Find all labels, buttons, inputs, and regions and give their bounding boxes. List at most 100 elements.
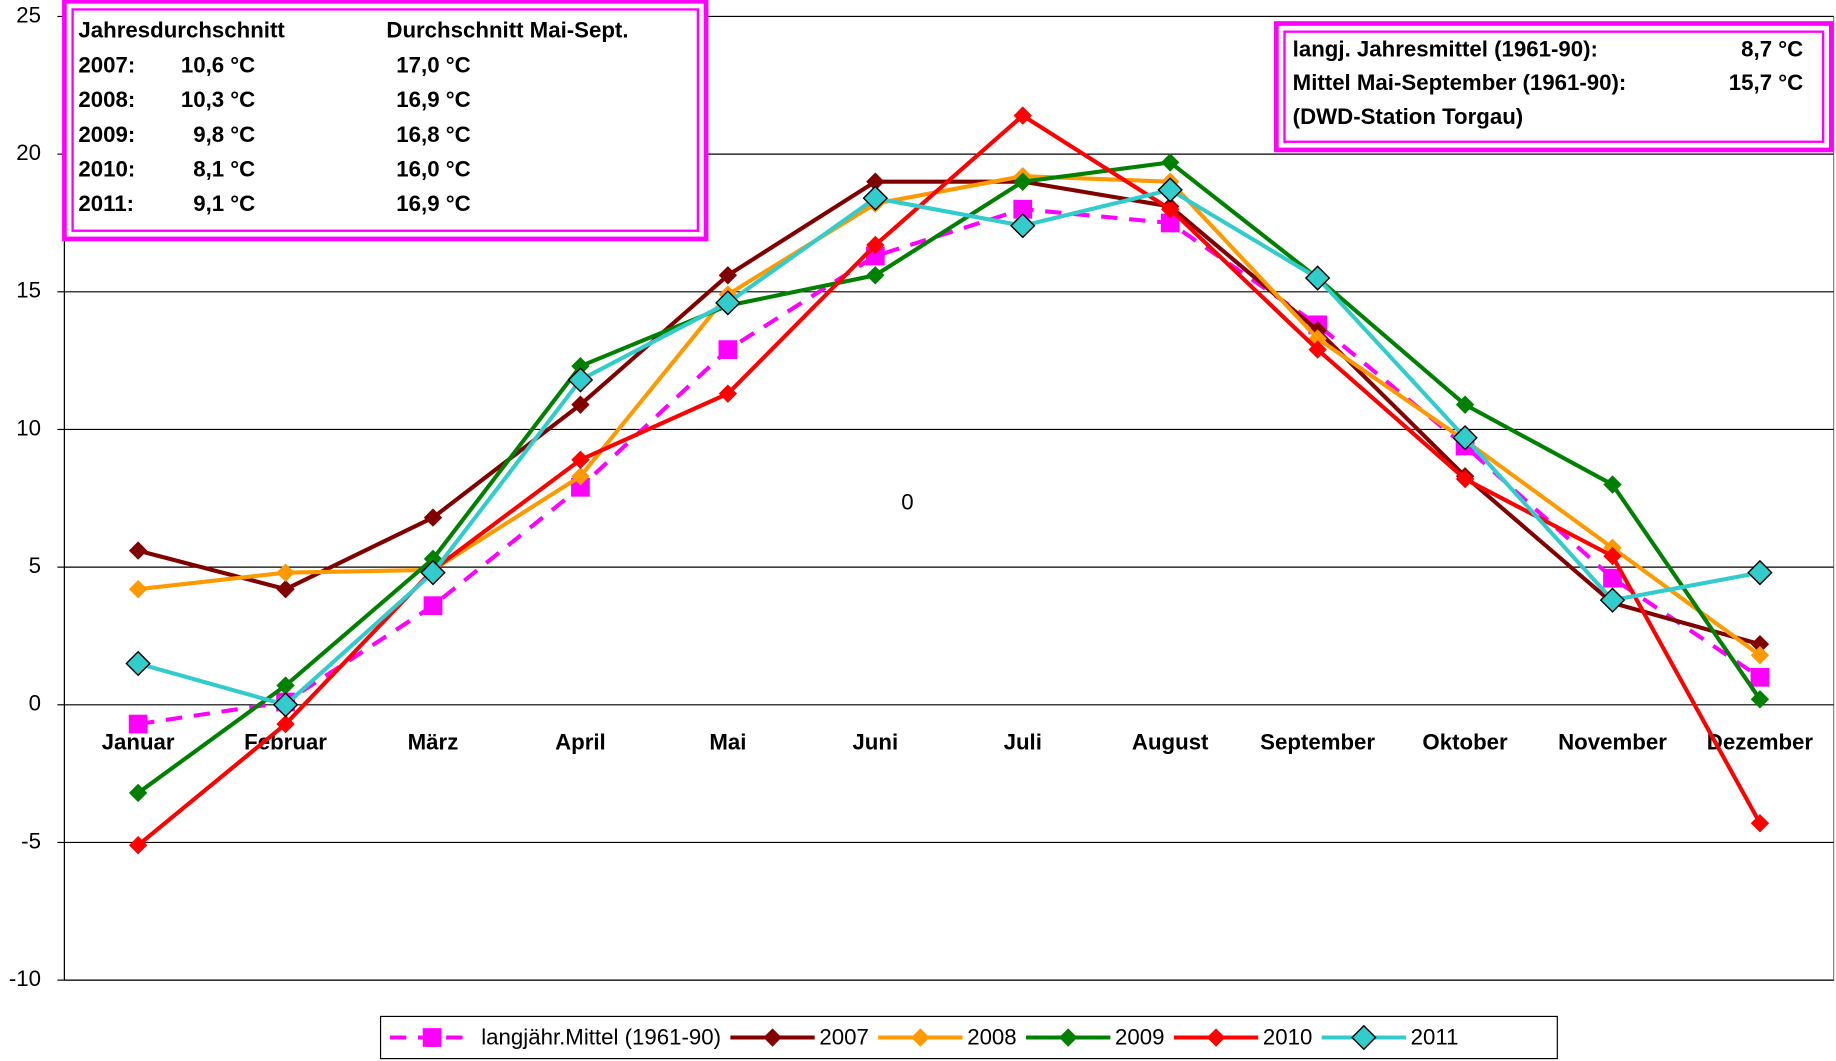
point [718,266,738,285]
box-cell: 16,8 °C [396,122,470,147]
box-cell: 2007: [78,53,135,78]
point [571,477,590,497]
box-cell: 17,0 °C [396,53,470,78]
box-note: (DWD-Station Torgau) [1293,104,1524,129]
box-cell: 16,9 °C [396,191,470,216]
legend-label: 2008 [967,1025,1016,1050]
box-header: Jahresdurchschnitt [78,18,285,43]
point [862,185,889,211]
box-cell: 8,7 °C [1741,36,1803,61]
x-tick-label: August [1132,729,1209,754]
point [571,395,590,414]
point [1160,213,1180,233]
point [1750,646,1770,665]
box-cell: 16,9 °C [396,87,470,112]
legend-label: langjähr.Mittel (1961-90) [481,1025,721,1050]
point [276,579,295,599]
point [567,367,594,393]
box-cell: 2011: [78,191,134,216]
point [1603,568,1622,588]
legend: langjähr.Mittel (1961-90) 2007 2008 2009 201… [379,1015,1558,1060]
box-cell: 8,1 °C [193,156,255,181]
point [128,836,148,855]
point [1013,199,1033,219]
x-tick-label: Oktober [1422,729,1508,754]
x-tick-label: Dezember [1707,729,1814,754]
box-cell: 2009: [78,122,135,147]
box-cell: 10,3 °C [181,87,255,112]
series-line [137,174,1762,657]
point [718,340,738,359]
box-cell: 9,1 °C [193,191,255,216]
point [272,692,299,718]
box-cell: 2008: [78,87,135,112]
point [718,384,738,403]
point [1747,559,1773,586]
box-frame [62,0,709,242]
point [125,650,151,677]
point [1750,814,1770,833]
y-tick-label: -10 [9,966,41,991]
x-tick-label: April [555,729,606,754]
point [1160,153,1180,172]
y-tick-label: 25 [16,2,41,27]
info-boxes: Jahresdurchschnitt Durchschnitt Mai-Sept.… [62,0,1834,242]
point [423,508,443,527]
point [1455,469,1475,489]
legend-marker [422,1028,442,1047]
point [1157,177,1183,203]
point [1452,425,1478,451]
point [571,450,590,469]
point [571,467,590,486]
box-cell: 16,0 °C [396,156,470,181]
point [1304,265,1331,291]
point [1599,587,1626,613]
legend-label: 2010 [1263,1025,1312,1050]
legend-marker [763,1028,782,1047]
box-cell: Mittel Mai-September (1961-90): [1293,70,1627,95]
box-cell: 2010: [78,156,135,181]
point [276,563,295,582]
point [1455,395,1475,414]
point [128,579,148,599]
x-tick-label: Mai [709,729,746,754]
x-tick-label: September [1260,729,1375,754]
legend-label: 2009 [1115,1025,1164,1050]
point [1603,546,1622,566]
annotation: 0 [901,489,913,514]
point [866,266,885,285]
x-tick-label: Februar [244,729,327,754]
series-line [137,207,1762,727]
box-frame [71,8,700,232]
box-cell: 15,7 °C [1729,70,1803,95]
point [276,714,295,734]
point [866,235,885,255]
y-tick-label: 0 [29,691,41,716]
x-tick-label: Januar [102,729,175,754]
point [1010,213,1036,239]
x-tick-label: März [408,729,459,754]
box-header: Durchschnitt Mai-Sept. [386,18,628,43]
plot [125,106,1773,855]
legend-marker [1351,1024,1377,1051]
point [1308,340,1327,359]
point [1750,667,1770,687]
point [128,541,148,560]
point [423,596,443,616]
y-tick-label: 15 [16,278,41,303]
point [1013,106,1032,125]
y-tick-label: 20 [16,140,41,165]
point [1160,200,1180,219]
legend-label: 2007 [819,1025,868,1050]
legend-marker [1059,1028,1078,1047]
y-tick-label: -5 [21,828,41,853]
box-cell: 9,8 °C [193,122,255,147]
point [1750,690,1770,709]
point [715,290,741,316]
legend-marker [1206,1028,1226,1047]
series-line [136,160,1762,795]
box-frame [1283,30,1825,143]
point [420,559,446,586]
box-frame [1273,21,1834,153]
